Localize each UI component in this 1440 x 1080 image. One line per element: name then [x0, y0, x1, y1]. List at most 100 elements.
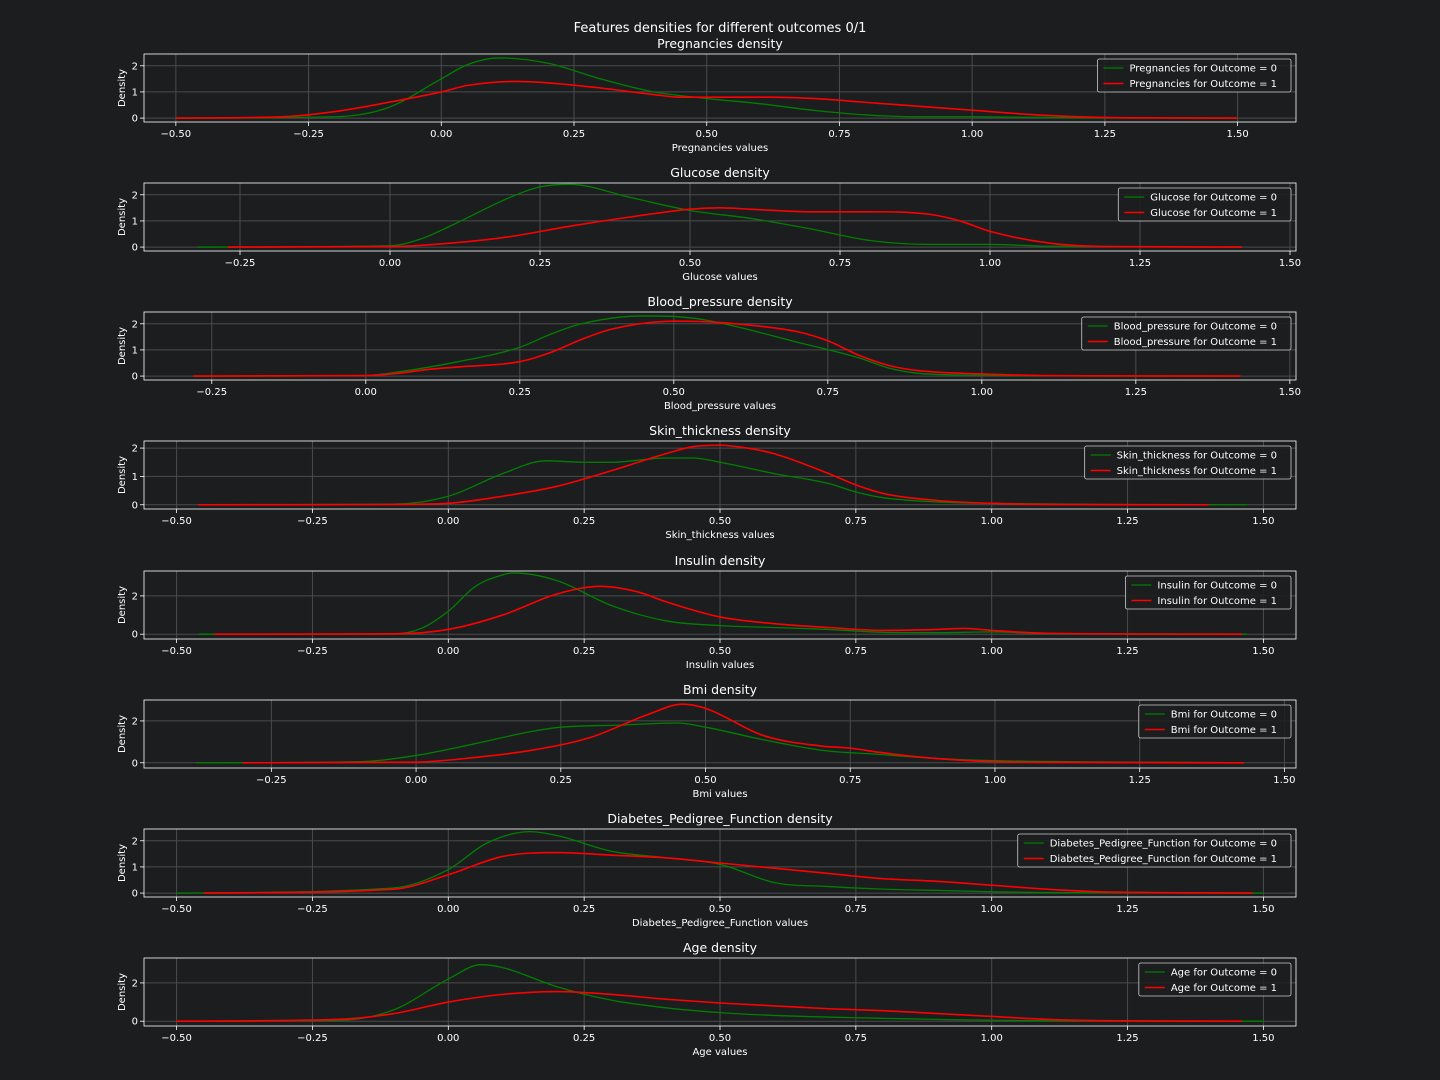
- x-tick-label: 0.25: [550, 775, 572, 786]
- y-axis-label: Density: [117, 844, 128, 882]
- legend-box: [1017, 833, 1292, 868]
- density-panel: −0.50 −0.25 0.00 0.25 0.50 0.75 1.00 1.25 1.50 0 2…: [117, 553, 1297, 671]
- x-tick-label: 0.00: [437, 646, 459, 657]
- legend-label: Pregnancies for Outcome = 0: [1129, 64, 1277, 75]
- legend-label: Bmi for Outcome = 0: [1171, 710, 1277, 721]
- legend-box: [1138, 962, 1292, 997]
- x-tick-label: 1.50: [1226, 129, 1248, 140]
- y-tick-label: 1: [132, 216, 138, 227]
- y-axis-label: Density: [117, 198, 128, 236]
- x-tick-label: −0.25: [297, 646, 328, 657]
- legend-label: Age for Outcome = 1: [1171, 983, 1277, 994]
- x-tick-label: 0.25: [573, 904, 595, 915]
- legend-label: Blood_pressure for Outcome = 0: [1114, 322, 1277, 333]
- x-tick-label: 0.00: [379, 258, 401, 269]
- legend-box: [1084, 445, 1292, 480]
- x-axis-label: Insulin values: [686, 660, 754, 671]
- density-line-outcome-1: [175, 80, 1238, 119]
- y-tick-label: 0: [132, 889, 138, 900]
- x-tick-label: 1.25: [1129, 775, 1151, 786]
- y-tick-label: 2: [132, 190, 138, 201]
- y-tick-label: 0: [132, 500, 138, 511]
- x-tick-label: 0.50: [694, 775, 716, 786]
- y-tick-label: 1: [132, 345, 138, 356]
- x-tick-label: 0.00: [430, 129, 452, 140]
- x-tick-label: 1.25: [1116, 516, 1138, 527]
- y-tick-label: 0: [132, 1017, 138, 1028]
- x-tick-label: −0.50: [161, 516, 192, 527]
- y-tick-label: 1: [132, 862, 138, 873]
- legend-label: Skin_thickness for Outcome = 0: [1117, 451, 1277, 462]
- x-tick-label: 0.50: [709, 904, 731, 915]
- density-line-outcome-0: [176, 964, 1264, 1022]
- x-tick-label: 0.75: [839, 775, 861, 786]
- x-axis-label: Bmi values: [692, 789, 747, 800]
- x-tick-label: 1.50: [1252, 904, 1274, 915]
- x-tick-label: 0.50: [709, 1033, 731, 1044]
- panel-title: Age density: [683, 940, 758, 955]
- x-tick-label: 0.00: [437, 1033, 459, 1044]
- x-tick-label: 0.75: [828, 129, 850, 140]
- density-panel: −0.50 −0.25 0.00 0.25 0.50 0.75 1.00 1.25 1.50 0 1…: [117, 36, 1297, 154]
- y-tick-label: 2: [132, 319, 138, 330]
- legend: Insulin for Outcome = 0 Insulin for Outco…: [1125, 575, 1292, 610]
- legend-label: Diabetes_Pedigree_Function for Outcome =…: [1050, 839, 1277, 850]
- density-line-outcome-1: [214, 585, 1242, 636]
- x-tick-label: −0.50: [161, 904, 192, 915]
- y-tick-label: 2: [132, 591, 138, 602]
- x-tick-label: 1.25: [1116, 646, 1138, 657]
- x-tick-label: 1.00: [981, 1033, 1003, 1044]
- x-tick-label: 0.25: [573, 516, 595, 527]
- x-axis-label: Skin_thickness values: [665, 530, 774, 541]
- y-tick-label: 0: [132, 758, 138, 769]
- y-axis-label: Density: [117, 327, 128, 365]
- axes-frame: [143, 699, 1297, 769]
- x-tick-label: 0.25: [573, 1033, 595, 1044]
- x-tick-label: 1.50: [1252, 516, 1274, 527]
- density-line-outcome-1: [227, 207, 1243, 248]
- x-tick-label: 0.50: [709, 646, 731, 657]
- density-panel: −0.25 0.00 0.25 0.50 0.75 1.00 1.25 1.50 0 1 2 Gluc…: [117, 165, 1301, 283]
- panel-title: Pregnancies density: [657, 36, 783, 51]
- x-tick-label: 1.00: [981, 646, 1003, 657]
- density-panel: −0.25 0.00 0.25 0.50 0.75 1.00 1.25 1.50 0 2 Bmi d…: [117, 682, 1297, 800]
- density-panel: −0.50 −0.25 0.00 0.25 0.50 0.75 1.00 1.25 1.50 0 1…: [117, 423, 1297, 541]
- x-tick-label: 1.00: [971, 387, 993, 398]
- legend: Blood_pressure for Outcome = 0 Blood_pres…: [1081, 316, 1292, 351]
- x-tick-label: 1.25: [1129, 258, 1151, 269]
- panel-title: Glucose density: [670, 165, 770, 180]
- x-tick-label: −0.25: [196, 387, 227, 398]
- density-line-outcome-1: [242, 703, 1244, 764]
- density-panel: −0.25 0.00 0.25 0.50 0.75 1.00 1.25 1.50 0 1 2 Bloo…: [117, 294, 1301, 412]
- legend-label: Age for Outcome = 0: [1171, 968, 1277, 979]
- legend: Age for Outcome = 0 Age for Outcome = 1: [1138, 962, 1292, 997]
- legend-label: Diabetes_Pedigree_Function for Outcome =…: [1050, 854, 1277, 865]
- legend-box: [1081, 316, 1292, 351]
- panel-title: Diabetes_Pedigree_Function density: [607, 811, 833, 826]
- y-tick-label: 2: [132, 836, 138, 847]
- x-tick-label: 0.75: [817, 387, 839, 398]
- x-tick-label: −0.25: [297, 516, 328, 527]
- x-tick-label: 0.25: [509, 387, 531, 398]
- y-tick-label: 0: [132, 114, 138, 125]
- x-tick-label: 0.25: [563, 129, 585, 140]
- x-tick-label: 1.50: [1252, 646, 1274, 657]
- figure-suptitle: Features densities for different outcome…: [574, 21, 867, 36]
- x-tick-label: −0.50: [161, 646, 192, 657]
- y-axis-label: Density: [117, 586, 128, 624]
- y-axis-label: Density: [117, 973, 128, 1011]
- x-tick-label: 0.50: [663, 387, 685, 398]
- x-axis-label: Diabetes_Pedigree_Function values: [632, 918, 808, 929]
- density-panel: −0.50 −0.25 0.00 0.25 0.50 0.75 1.00 1.25 1.50 0 2…: [117, 940, 1297, 1058]
- x-tick-label: 0.75: [845, 516, 867, 527]
- density-line-outcome-0: [175, 57, 1238, 119]
- legend-box: [1097, 58, 1292, 93]
- y-tick-label: 2: [132, 978, 138, 989]
- x-axis-label: Glucose values: [682, 272, 758, 283]
- x-tick-label: 1.50: [1273, 775, 1295, 786]
- x-tick-label: −0.25: [293, 129, 324, 140]
- legend: Pregnancies for Outcome = 0 Pregnancies f…: [1097, 58, 1292, 93]
- y-axis-label: Density: [117, 715, 128, 753]
- x-tick-label: 1.00: [981, 516, 1003, 527]
- axes-frame: [143, 182, 1297, 252]
